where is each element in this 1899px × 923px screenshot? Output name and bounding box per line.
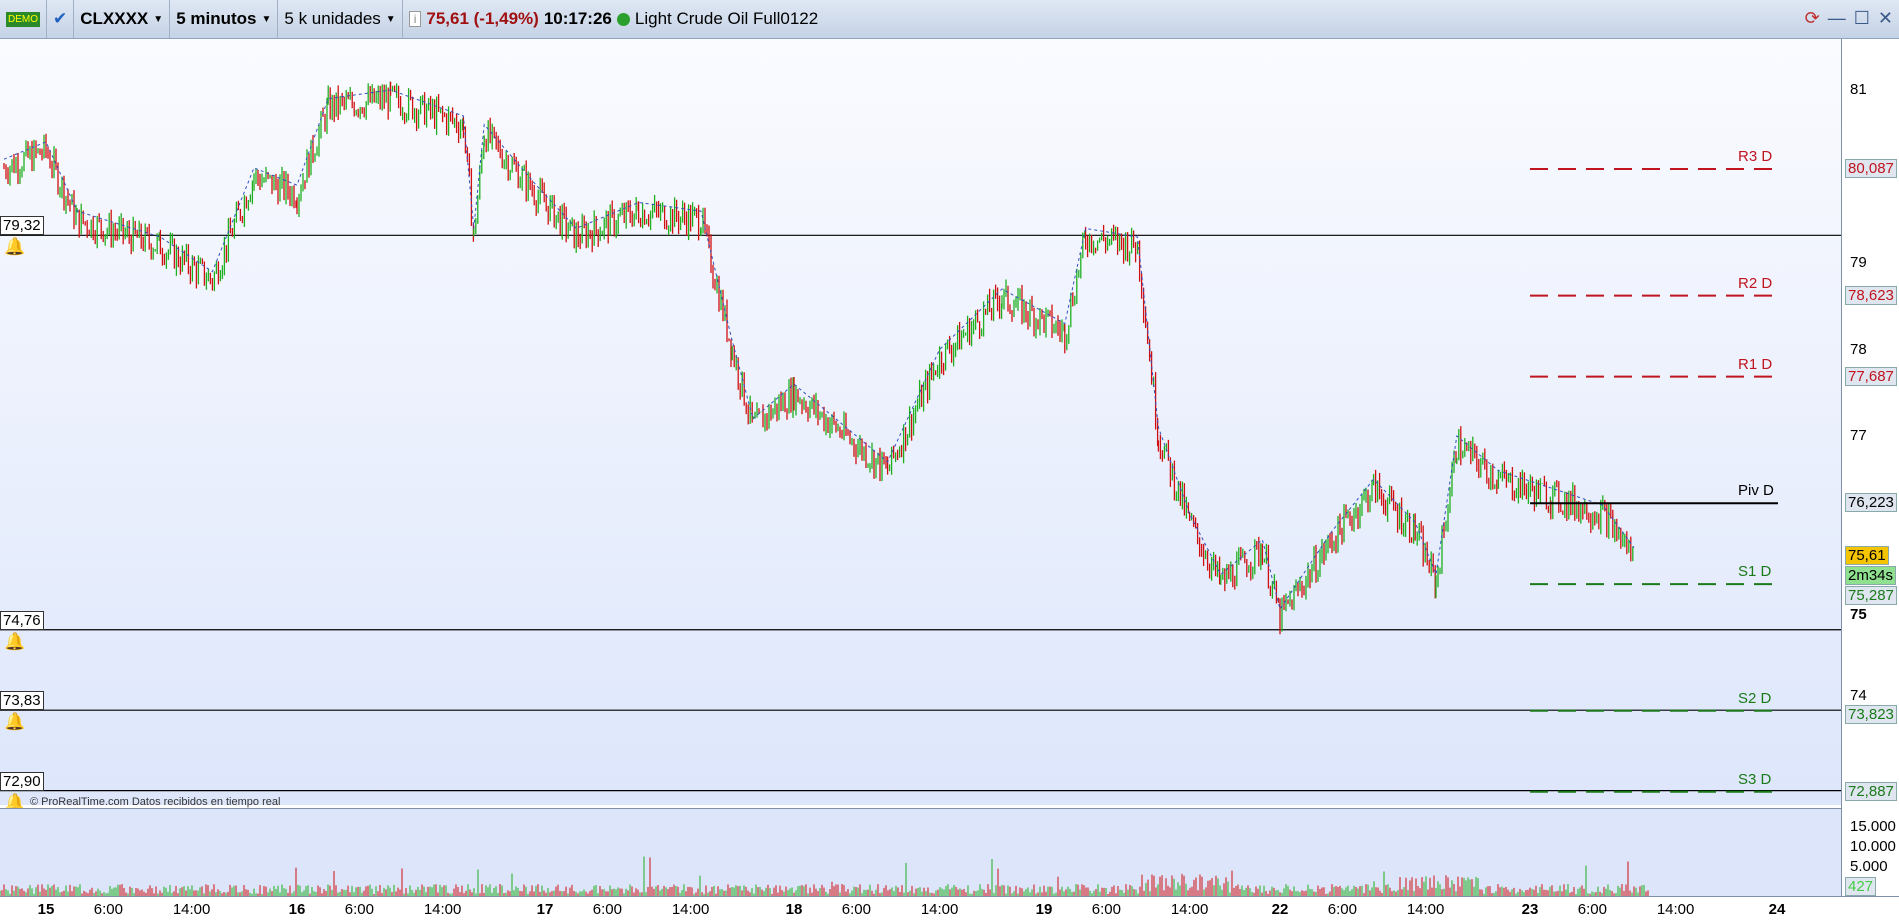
current-volume-label: 427	[1845, 877, 1877, 896]
time-tick: 23	[1521, 901, 1539, 918]
time-tick: 6:00	[592, 901, 622, 918]
bell-icon[interactable]: 🔔	[4, 792, 26, 812]
restore-button[interactable]: ☐	[1853, 8, 1870, 28]
pivot-price-label: 72,887	[1845, 781, 1897, 801]
time-tick: 6:00	[841, 901, 871, 918]
last-price: 75,61 (-1,49%)	[426, 9, 539, 28]
price-tick: 75	[1850, 606, 1867, 624]
bell-icon[interactable]: 🔔	[4, 237, 26, 257]
moving-average-line	[3, 89, 1635, 611]
volume-plot	[0, 856, 1649, 897]
watermark: © ProRealTime.com Datos recibidos en tie…	[30, 796, 281, 808]
time-tick: 14:00	[423, 901, 462, 918]
chevron-down-icon: ▼	[385, 13, 396, 25]
symbol-label: CLXXXX	[80, 9, 149, 28]
sync-icon[interactable]: ⟳	[1804, 8, 1820, 28]
volume-tick: 10.000	[1850, 838, 1896, 855]
time-tick: 6:00	[1577, 901, 1607, 918]
pivot-name: R2 D	[1738, 274, 1773, 292]
time-tick: 15	[37, 901, 55, 918]
alert-label: 74,76	[0, 610, 44, 630]
clock-time: 10:17:26	[543, 9, 612, 28]
price-tick: 77	[1850, 427, 1867, 444]
time-tick: 14:00	[1406, 901, 1445, 918]
info-icon[interactable]: i	[408, 11, 422, 27]
toolbar: DEMO ✔ CLXXXX ▼ 5 minutos ▼ 5 k unidades ▼ …	[0, 0, 1899, 39]
price-chart[interactable]: 79,32 🔔 74,76 🔔 73,83 🔔 72,90 🔔 R3 D R2 D R1 D Piv …	[0, 39, 1841, 812]
price-plot	[0, 81, 1841, 793]
time-tick: 6:00	[1327, 901, 1357, 918]
time-axis: 15 6:00 14:00 16 6:00 14:00 17 6:00 14:00 18 6:00 1…	[0, 896, 1899, 923]
time-tick: 6:00	[344, 901, 374, 918]
time-tick: 6:00	[1091, 901, 1121, 918]
alert-label: 73,83	[0, 691, 44, 711]
current-price-label: 75,61	[1845, 546, 1889, 566]
price-tick: 74	[1850, 686, 1867, 704]
time-tick: 14:00	[1170, 901, 1209, 918]
pivot-name: Piv D	[1738, 482, 1774, 500]
time-tick: 17	[536, 901, 554, 918]
time-tick: 14:00	[172, 901, 211, 918]
time-tick: 14:00	[920, 901, 959, 918]
time-tick: 16	[288, 901, 306, 918]
price-tick: 81	[1850, 81, 1867, 98]
pivot-name: R3 D	[1738, 147, 1773, 165]
bell-icon[interactable]: 🔔	[4, 712, 26, 732]
timeframe-selector[interactable]: 5 minutos ▼	[170, 0, 279, 38]
pivot-price-label: 78,623	[1845, 285, 1897, 305]
chevron-down-icon: ▼	[261, 13, 272, 25]
bell-icon[interactable]: 🔔	[4, 631, 26, 651]
link-check-icon[interactable]: ✔	[47, 0, 75, 38]
time-tick: 14:00	[671, 901, 710, 918]
price-tick: 79	[1850, 254, 1867, 271]
time-tick: 18	[785, 901, 803, 918]
units-selector[interactable]: 5 k unidades ▼	[278, 0, 403, 38]
pivot-name: S2 D	[1738, 689, 1772, 707]
instrument-name: Light Crude Oil Full0122	[634, 9, 819, 28]
chevron-down-icon: ▼	[153, 13, 164, 25]
demo-badge: DEMO	[0, 0, 47, 38]
time-tick: 22	[1271, 901, 1289, 918]
minimize-button[interactable]: —	[1827, 8, 1846, 28]
time-tick: 19	[1035, 901, 1053, 918]
pivot-price-label: 75,287	[1845, 586, 1897, 606]
pivot-price-label: 76,223	[1845, 493, 1897, 513]
candle-countdown: 2m34s	[1845, 566, 1897, 586]
close-button[interactable]: ✕	[1877, 8, 1893, 28]
timeframe-label: 5 minutos	[176, 9, 257, 28]
time-tick: 6:00	[93, 901, 123, 918]
price-tick: 78	[1850, 340, 1867, 358]
alert-label: 72,90	[0, 771, 44, 791]
alert-label: 79,32	[0, 216, 44, 236]
pivot-price-label: 80,087	[1845, 158, 1897, 178]
units-label: 5 k unidades	[284, 9, 381, 28]
time-tick: 14:00	[1656, 901, 1695, 918]
pivot-price-label: 73,823	[1845, 704, 1897, 724]
volume-pane	[0, 808, 1841, 897]
pivot-name: S1 D	[1738, 563, 1772, 581]
volume-tick: 15.000	[1850, 818, 1896, 835]
time-tick: 24	[1768, 901, 1786, 918]
status-dot-icon	[616, 12, 630, 26]
price-axis[interactable]: 80,087 78,623 77,687 76,223 75,287 73,823 72,8…	[1841, 39, 1899, 896]
demo-icon: DEMO	[6, 11, 40, 27]
pivot-name: S3 D	[1738, 770, 1772, 788]
pivot-price-label: 77,687	[1845, 366, 1897, 386]
volume-tick: 5.000	[1850, 858, 1888, 875]
symbol-selector[interactable]: CLXXXX ▼	[74, 0, 171, 38]
pivot-name: R1 D	[1738, 355, 1773, 373]
